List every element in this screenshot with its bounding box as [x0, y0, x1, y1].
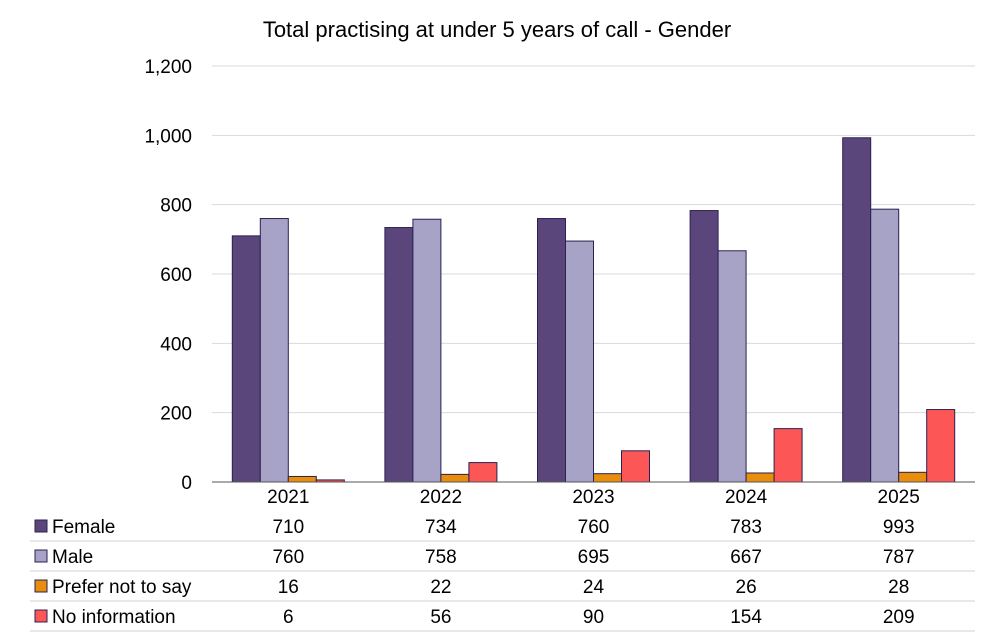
bar-female-2024: [689, 210, 719, 483]
data-label: 993: [883, 517, 915, 538]
y-tick-label: 0: [181, 473, 192, 494]
chart-title: Total practising at under 5 years of cal…: [263, 17, 731, 42]
x-tick-label: 2023: [572, 487, 614, 508]
y-tick-label: 200: [160, 404, 192, 425]
data-label: 734: [425, 517, 457, 538]
bar-no-information-2025: [926, 409, 956, 483]
data-label: 760: [272, 547, 304, 568]
bar-female-2021: [231, 235, 261, 483]
data-label: 28: [888, 577, 909, 598]
data-label: 787: [883, 547, 915, 568]
data-label: 22: [430, 577, 451, 598]
data-label: 710: [272, 517, 304, 538]
x-tick-label: 2025: [878, 487, 920, 508]
x-tick-label: 2022: [420, 487, 462, 508]
bar-male-2021: [259, 218, 289, 483]
bar-female-2025: [842, 137, 872, 483]
bars: [231, 137, 956, 483]
bar-male-2024: [717, 250, 747, 483]
data-label: 209: [883, 607, 915, 628]
bar-male-2025: [870, 208, 900, 483]
bar-prefer-not-to-say-2025: [898, 471, 928, 483]
bar-prefer-not-to-say-2022: [440, 473, 470, 483]
y-tick-label: 400: [160, 334, 192, 355]
data-label: 667: [730, 547, 762, 568]
data-label: 154: [730, 607, 762, 628]
legend-label: Male: [52, 547, 93, 568]
legend-label: Prefer not to say: [52, 577, 192, 598]
legend-key: [34, 609, 48, 623]
bar-no-information-2022: [468, 462, 498, 483]
data-label: 760: [578, 517, 610, 538]
bar-female-2022: [384, 227, 414, 483]
data-label: 783: [730, 517, 762, 538]
bar-male-2023: [565, 240, 594, 483]
data-label: 16: [278, 577, 299, 598]
y-tick-label: 600: [160, 265, 192, 286]
data-label: 56: [430, 607, 451, 628]
legend-label: Female: [52, 517, 115, 538]
data-label: 24: [583, 577, 605, 598]
data-label: 758: [425, 547, 457, 568]
bar-no-information-2023: [621, 450, 650, 483]
y-tick-label: 1,200: [144, 57, 192, 78]
data-label: 6: [283, 607, 294, 628]
y-tick-label: 800: [160, 196, 192, 217]
x-axis: 2021 2022 2023 2024 2025: [212, 481, 975, 508]
legend-label: No information: [52, 607, 176, 628]
legend-key: [34, 579, 48, 593]
bar-male-2022: [412, 218, 442, 483]
legend-key: [34, 519, 48, 533]
bar-prefer-not-to-say-2023: [593, 473, 622, 483]
data-label: 90: [583, 607, 604, 628]
x-tick-label: 2024: [725, 487, 768, 508]
bar-prefer-not-to-say-2024: [745, 472, 775, 483]
legend-key: [34, 549, 48, 563]
bar-female-2023: [537, 218, 566, 483]
y-tick-label: 1,000: [144, 126, 192, 147]
data-label: 26: [736, 577, 757, 598]
data-table: Female 710 734 760 783 993 Male 760 758 695 667 787…: [30, 517, 975, 632]
data-label: 695: [578, 547, 610, 568]
y-axis: 0 200 400 600 800 1,000 1,200: [144, 57, 192, 494]
bar-no-information-2024: [773, 428, 803, 483]
x-tick-label: 2021: [267, 487, 309, 508]
bar-prefer-not-to-say-2021: [287, 475, 317, 483]
